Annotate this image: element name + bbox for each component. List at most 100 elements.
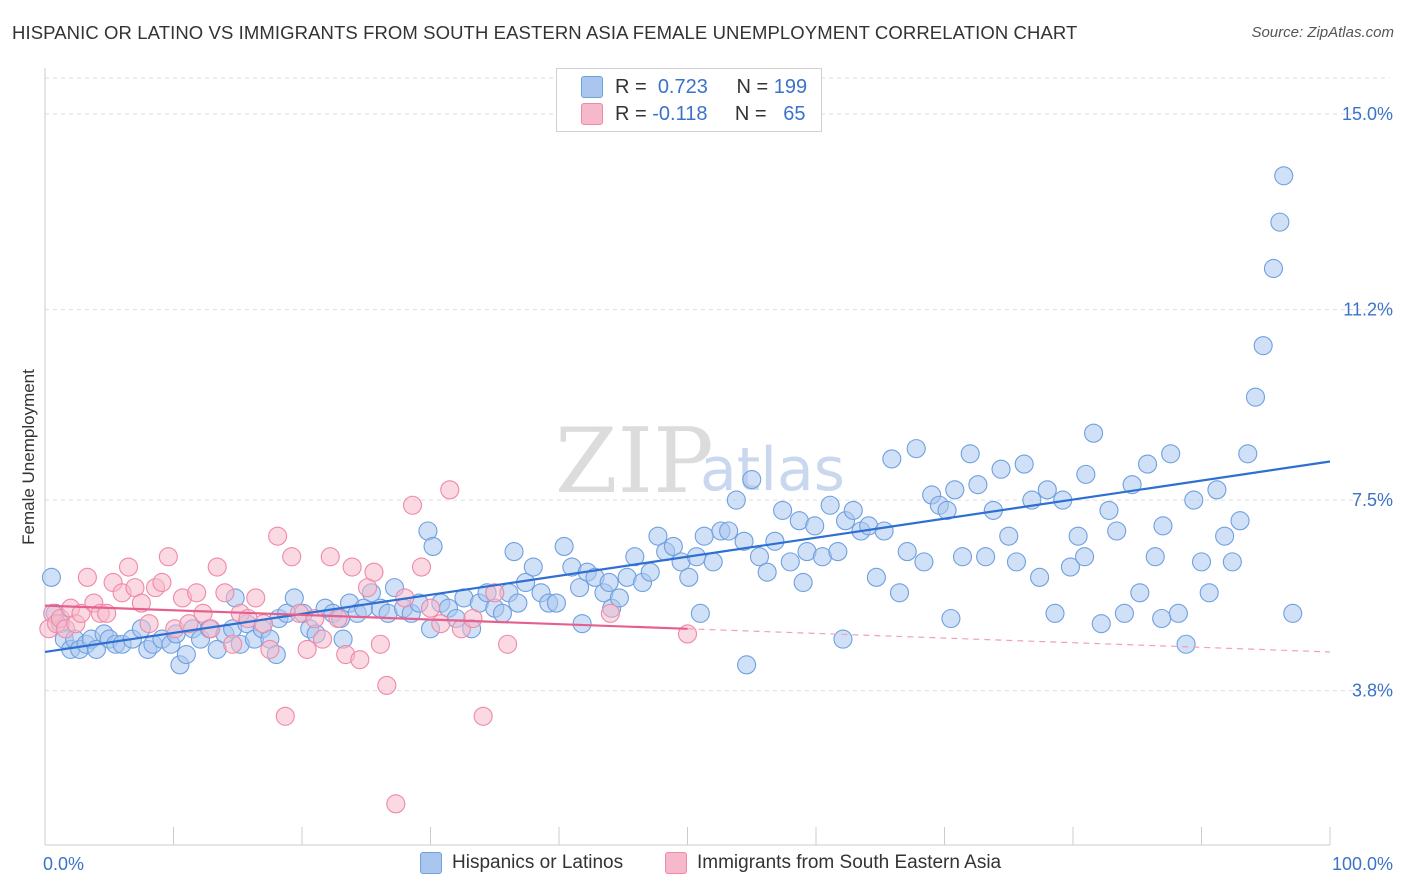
hispanic-point-83 xyxy=(648,526,668,546)
hispanic-point-115 xyxy=(897,542,917,562)
sea-point-43 xyxy=(328,608,348,629)
hispanic-point-98 xyxy=(765,531,785,551)
sea-point-56 xyxy=(431,614,451,634)
legend-row-hispanic: R = 0.723 N = 199 xyxy=(581,74,807,100)
series-legend: Hispanics or Latinos Immigrants from Sou… xyxy=(0,852,1406,878)
sea-point-48 xyxy=(364,562,384,582)
hispanic-point-116 xyxy=(906,439,926,459)
watermark-zip: ZIP xyxy=(555,409,714,514)
hispanic-point-139 xyxy=(1084,423,1104,443)
hispanic-point-177 xyxy=(941,608,961,629)
hispanic-point-161 xyxy=(1253,336,1273,356)
watermark-atlas: atlas xyxy=(700,435,845,505)
legend-label-sea: Immigrants from South Eastern Asia xyxy=(697,852,1002,873)
hispanic-point-93 xyxy=(726,490,746,510)
y-tick-label-2: 11.2% xyxy=(1343,300,1393,320)
hispanic-point-179 xyxy=(1152,608,1172,629)
hispanic-point-112 xyxy=(874,521,894,541)
hispanic-point-85 xyxy=(663,536,683,556)
hispanic-point-150 xyxy=(1168,603,1188,623)
hispanic-point-176 xyxy=(793,572,813,593)
sea-point-35 xyxy=(268,526,288,546)
hispanic-point-90 xyxy=(703,552,723,572)
sea-trend-line xyxy=(44,604,688,630)
axes xyxy=(44,68,1331,846)
hispanic-point-137 xyxy=(1068,526,1088,546)
hispanic-point-153 xyxy=(1191,552,1212,572)
hispanic-point-122 xyxy=(952,547,973,567)
sea-point-41 xyxy=(313,629,333,649)
hispanic-point-94 xyxy=(734,531,754,551)
series-1-points xyxy=(39,480,698,814)
sea-point-14 xyxy=(118,557,139,577)
hispanic-point-121 xyxy=(945,480,965,500)
hispanic-point-123 xyxy=(960,444,980,464)
legend-swatch-pink xyxy=(581,103,603,125)
hispanic-point-108 xyxy=(843,500,863,520)
sea-point-24 xyxy=(187,583,207,603)
hispanic-point-78 xyxy=(609,588,629,608)
hispanic-point-132 xyxy=(1030,567,1050,587)
sea-point-40 xyxy=(305,608,325,629)
hispanic-point-0 xyxy=(41,567,61,587)
sea-point-39 xyxy=(297,639,317,659)
sea-point-54 xyxy=(411,557,432,577)
hispanic-point-105 xyxy=(820,495,840,515)
hispanic-point-120 xyxy=(937,500,957,520)
hispanic-point-165 xyxy=(1283,603,1303,623)
hispanic-point-70 xyxy=(546,593,566,613)
hispanic-point-174 xyxy=(599,572,619,593)
n-value-hispanic: 199 xyxy=(773,75,808,98)
sea-point-29 xyxy=(223,634,243,654)
x-tick-labels: 0.0% 100.0% xyxy=(43,854,1393,874)
x-tick-label-min: 0.0% xyxy=(43,854,84,874)
legend-swatch-pink xyxy=(665,852,687,874)
sea-point-25 xyxy=(193,603,213,623)
legend-swatch-blue xyxy=(581,76,603,98)
y-tick-label-0: 3.8% xyxy=(1352,681,1393,701)
hispanic-point-82 xyxy=(640,562,660,582)
sea-point-19 xyxy=(152,572,172,593)
sea-point-17 xyxy=(139,614,159,634)
r-value-hispanic: 0.723 xyxy=(657,75,708,98)
y-tick-label-3: 15.0% xyxy=(1342,104,1393,124)
sea-point-32 xyxy=(246,588,266,608)
hispanic-point-117 xyxy=(914,552,934,572)
hispanic-point-162 xyxy=(1263,258,1284,279)
hispanic-point-148 xyxy=(1153,516,1173,536)
sea-point-34 xyxy=(260,639,280,659)
hispanic-point-163 xyxy=(1270,212,1290,232)
sea-point-50 xyxy=(377,675,397,695)
sea-trend-line-extension xyxy=(687,628,1331,653)
source-label: Source: ZipAtlas.com xyxy=(1251,24,1394,41)
sea-point-62 xyxy=(498,634,518,654)
hispanic-point-54 xyxy=(423,536,443,556)
sea-point-33 xyxy=(253,614,274,634)
hispanic-point-80 xyxy=(625,547,645,567)
hispanic-point-173 xyxy=(504,542,524,562)
hispanic-point-141 xyxy=(1099,500,1119,520)
hispanic-point-145 xyxy=(1130,583,1150,603)
hispanic-point-87 xyxy=(679,567,699,587)
sea-point-7 xyxy=(71,603,91,623)
hispanic-point-143 xyxy=(1114,603,1134,623)
hispanic-point-168 xyxy=(833,629,853,649)
sea-point-57 xyxy=(440,480,460,500)
n-label: N = xyxy=(734,102,767,125)
sea-point-37 xyxy=(282,547,302,567)
y-tick-labels: 3.8% 7.5% 11.2% 15.0% xyxy=(1342,104,1393,701)
hispanic-point-178 xyxy=(1075,547,1095,567)
hispanic-point-142 xyxy=(1107,521,1127,541)
hispanic-point-130 xyxy=(1014,454,1034,474)
sea-point-59 xyxy=(463,608,483,629)
hispanic-point-154 xyxy=(1199,583,1219,603)
hispanic-point-65 xyxy=(508,593,528,613)
hispanic-point-133 xyxy=(1037,480,1057,500)
hispanic-point-103 xyxy=(805,516,825,536)
hispanic-point-160 xyxy=(1245,387,1266,407)
hispanic-point-129 xyxy=(1006,552,1027,572)
sea-point-36 xyxy=(275,706,295,726)
hispanic-point-175 xyxy=(690,603,710,623)
sea-point-20 xyxy=(158,547,178,567)
